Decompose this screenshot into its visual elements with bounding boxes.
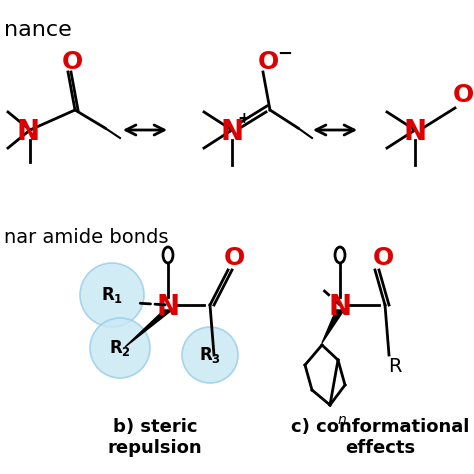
Circle shape [90, 318, 150, 378]
Text: $\mathbf{R_3}$: $\mathbf{R_3}$ [199, 345, 221, 365]
Text: +: + [237, 110, 250, 126]
Polygon shape [322, 310, 344, 343]
Text: $\mathbf{R_1}$: $\mathbf{R_1}$ [101, 285, 123, 305]
Text: nar amide bonds: nar amide bonds [4, 228, 168, 247]
Text: n: n [338, 413, 347, 427]
Text: c) conformational
effects: c) conformational effects [291, 418, 469, 457]
Text: b) steric
repulsion: b) steric repulsion [108, 418, 202, 457]
Text: R: R [388, 357, 402, 376]
Text: O: O [61, 50, 82, 74]
Polygon shape [125, 310, 172, 347]
Text: O: O [453, 83, 474, 107]
Text: N: N [403, 118, 427, 146]
Text: O: O [223, 246, 245, 270]
Text: O: O [257, 50, 279, 74]
Text: N: N [17, 118, 39, 146]
Text: O: O [373, 246, 393, 270]
Text: N: N [328, 293, 352, 321]
Text: $\mathbf{R_2}$: $\mathbf{R_2}$ [109, 338, 131, 358]
Circle shape [182, 327, 238, 383]
Text: nance: nance [4, 20, 72, 40]
Text: N: N [156, 293, 180, 321]
Circle shape [80, 263, 144, 327]
Text: N: N [220, 118, 244, 146]
Text: −: − [277, 45, 292, 63]
